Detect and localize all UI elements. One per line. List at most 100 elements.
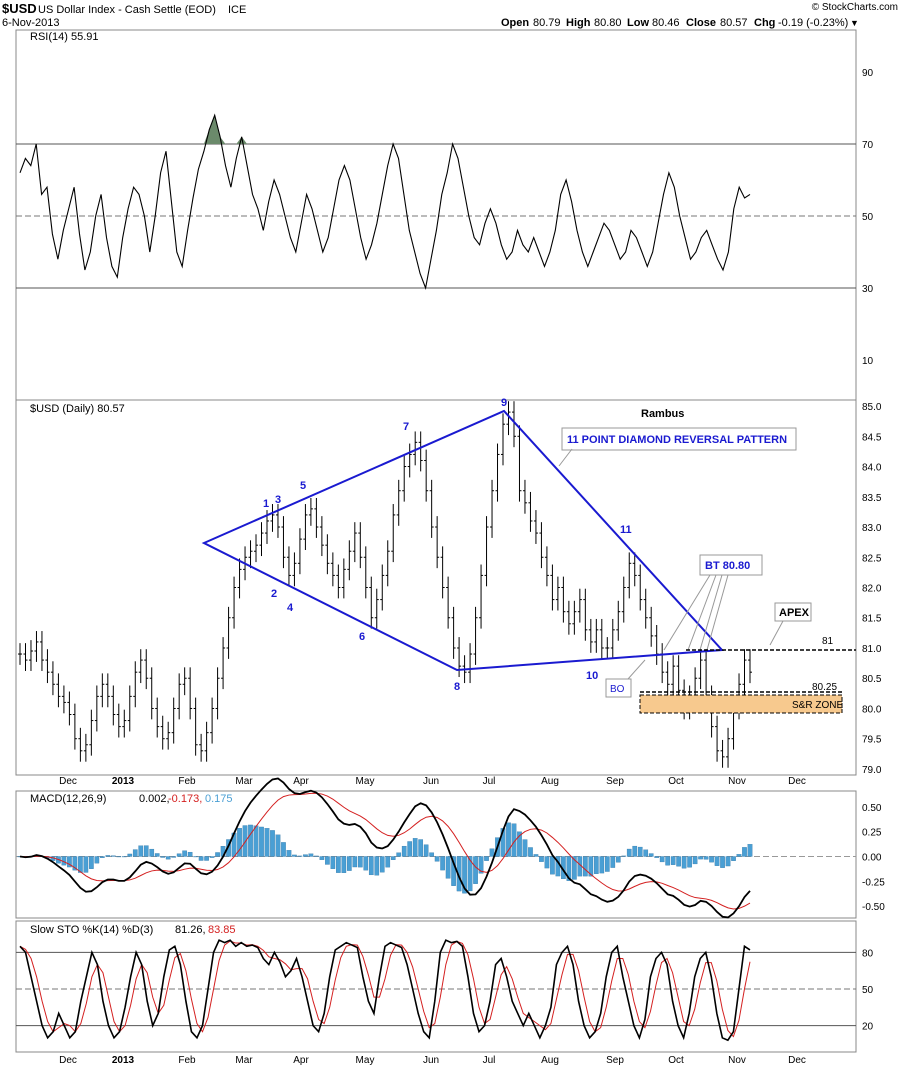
price-bar [643, 588, 648, 629]
price-bar [418, 431, 423, 472]
svg-text:10: 10 [586, 670, 598, 682]
price-tick-label: 84.0 [862, 463, 882, 474]
price-bar [671, 655, 676, 696]
macd-histogram-bar [78, 856, 83, 873]
price-bar [330, 552, 335, 587]
price-bar [440, 546, 445, 599]
macd-histogram-bar [209, 856, 215, 858]
svg-text:BO: BO [610, 684, 625, 695]
macd-histogram-bar [270, 830, 275, 857]
macd-histogram-bar [467, 856, 473, 892]
sto-tick-label: 20 [862, 1022, 874, 1033]
macd-histogram-bar [478, 856, 484, 874]
price-bar [385, 540, 390, 587]
price-bar [720, 739, 725, 768]
month-tick-label: May [356, 776, 375, 787]
price-bar [660, 643, 665, 684]
price-bar [599, 618, 604, 659]
macd-histogram-bar [94, 856, 100, 864]
rsi-label: RSI(14) 55.91 [30, 31, 98, 43]
apex-callout: APEX [769, 602, 812, 646]
svg-text:APEX: APEX [779, 607, 810, 619]
macd-histogram-bar [396, 852, 402, 857]
macd-histogram-bar [670, 856, 676, 865]
macd-histogram-bar [489, 848, 495, 857]
macd-histogram-bar [292, 854, 297, 857]
svg-text:81: 81 [822, 636, 834, 647]
macd-histogram-bar [407, 841, 413, 857]
price-bar [528, 491, 533, 532]
price-bar [544, 546, 549, 587]
macd-histogram-bar [127, 853, 133, 857]
month-tick-label: Jun [423, 1055, 439, 1066]
price-bar [210, 697, 215, 744]
price-bar [286, 546, 291, 587]
price-bar [610, 618, 615, 659]
macd-histogram-bar [517, 831, 522, 857]
macd-histogram-bar [637, 846, 643, 857]
chevron-down-icon[interactable]: ▼ [850, 18, 859, 28]
price-tick-label: 83.0 [862, 523, 882, 534]
price-bar [67, 691, 72, 726]
macd-histogram-bar [67, 856, 72, 868]
macd-histogram-bar [692, 856, 698, 865]
macd-histogram-bar [357, 856, 363, 868]
svg-text:11: 11 [620, 524, 632, 536]
sto-k-line [19, 939, 751, 1042]
macd-histogram-bar [626, 848, 632, 857]
macd-histogram-bar [566, 856, 572, 881]
price-bar [533, 510, 538, 544]
rsi-tick-label: 50 [862, 212, 874, 223]
macd-histogram-bar [659, 856, 665, 863]
macd-histogram-bar [539, 856, 544, 862]
ohlc-readout: Open 80.79 High 80.80 Low 80.46 Close 80… [501, 17, 859, 29]
price-panel [15, 399, 857, 776]
macd-histogram-bar [390, 856, 396, 860]
macd-histogram-bar [368, 856, 374, 876]
price-bar [621, 576, 626, 623]
macd-histogram-bar [149, 848, 155, 857]
macd-histogram-bar [528, 847, 533, 857]
price-tick-label: 79.0 [862, 765, 882, 776]
month-tick-label: Oct [668, 776, 684, 787]
svg-text:Close: Close [686, 17, 716, 29]
rsi-tick-label: 70 [862, 140, 874, 151]
svg-text:0.002,: 0.002, [139, 793, 170, 805]
macd-histogram-bar [709, 856, 714, 863]
price-tick-label: 81.0 [862, 644, 882, 655]
svg-text:MACD(12,26,9): MACD(12,26,9) [30, 793, 106, 805]
macd-histogram-bar [314, 855, 319, 857]
month-tick-label: Apr [293, 776, 309, 787]
macd-histogram-bar [237, 828, 242, 857]
month-tick-label: Dec [59, 1055, 77, 1066]
chart-date: 6-Nov-2013 [2, 17, 59, 29]
price-bar [748, 649, 752, 684]
macd-histogram-bar [165, 856, 171, 860]
macd-histogram-bar [703, 856, 709, 860]
price-bar [583, 588, 588, 641]
price-bar [654, 625, 659, 665]
svg-text:Chg: Chg [754, 17, 775, 29]
month-tick-label: Mar [235, 776, 253, 787]
macd-histogram-bar [593, 856, 599, 874]
price-bar [45, 649, 50, 684]
svg-text:0.175: 0.175 [205, 793, 233, 805]
price-bar [127, 685, 132, 732]
price-bar [632, 552, 637, 587]
macd-tick-label: 0.00 [862, 852, 882, 863]
copyright: © StockCharts.com [812, 2, 898, 13]
price-bar [561, 576, 566, 623]
price-bar [341, 558, 346, 599]
price-bar [550, 564, 555, 611]
macd-histogram-bar [83, 856, 89, 873]
price-bar [100, 673, 105, 708]
svg-text:83.85: 83.85 [208, 924, 236, 936]
month-tick-label: Feb [178, 776, 196, 787]
macd-histogram-bar [193, 856, 198, 858]
svg-text:1: 1 [263, 498, 269, 510]
macd-histogram-bar [226, 839, 231, 857]
price-bar [177, 673, 182, 720]
macd-histogram-bar [681, 856, 687, 869]
month-tick-label: Mar [235, 1055, 253, 1066]
month-tick-label: Dec [788, 1055, 806, 1066]
